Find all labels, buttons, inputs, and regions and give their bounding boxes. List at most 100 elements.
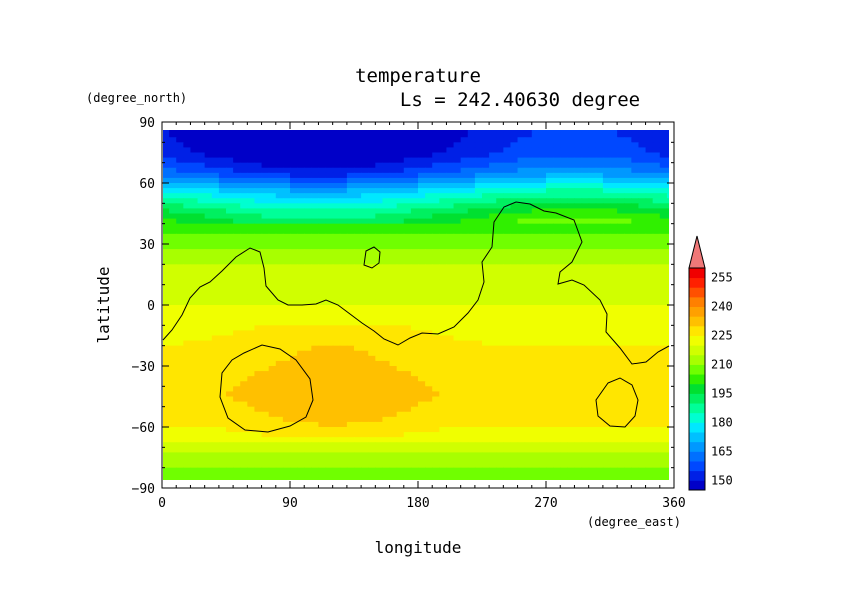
heatmap-cell	[432, 177, 440, 184]
heatmap-cell	[581, 208, 590, 215]
heatmap-cell	[567, 238, 576, 245]
heatmap-cell	[638, 142, 647, 149]
heatmap-cell	[432, 345, 440, 352]
heatmap-cell	[489, 238, 497, 245]
heatmap-cell	[467, 411, 476, 418]
heatmap-cell	[382, 279, 391, 286]
heatmap-cell	[346, 294, 355, 301]
heatmap-cell	[163, 320, 170, 326]
heatmap-cell	[489, 406, 497, 413]
heatmap-cell	[546, 233, 554, 240]
heatmap-cell	[361, 315, 369, 321]
heatmap-cell	[659, 355, 668, 362]
heatmap-cell	[517, 289, 526, 296]
heatmap-cell	[268, 162, 277, 169]
heatmap-cell	[204, 244, 213, 250]
heatmap-cell	[297, 411, 305, 418]
heatmap-cell	[332, 172, 341, 179]
heatmap-cell	[581, 376, 590, 382]
heatmap-cell	[517, 274, 526, 281]
heatmap-cell	[546, 386, 554, 393]
heatmap-cell	[275, 279, 284, 286]
heatmap-cell	[652, 177, 661, 184]
heatmap-cell	[659, 233, 668, 240]
heatmap-cell	[197, 360, 206, 367]
heatmap-cell	[176, 401, 184, 408]
heatmap-cell	[190, 462, 199, 469]
heatmap-cell	[382, 467, 391, 474]
heatmap-cell	[624, 462, 632, 469]
heatmap-cell	[254, 289, 263, 296]
heatmap-cell	[247, 376, 256, 382]
heatmap-cell	[290, 457, 298, 464]
heatmap-cell	[282, 198, 291, 204]
heatmap-cell	[218, 350, 227, 357]
heatmap-cell	[553, 432, 561, 438]
heatmap-cell	[211, 183, 220, 189]
heatmap-cell	[560, 350, 568, 357]
heatmap-cell	[254, 172, 263, 179]
heatmap-cell	[176, 193, 184, 199]
heatmap-cell	[574, 152, 583, 159]
heatmap-cell	[403, 421, 412, 428]
heatmap-cell	[197, 183, 206, 189]
heatmap-cell	[496, 442, 504, 448]
heatmap-cell	[418, 132, 426, 138]
heatmap-cell	[275, 223, 284, 230]
heatmap-cell	[453, 467, 462, 474]
heatmap-cell	[581, 457, 590, 464]
heatmap-cell	[339, 142, 348, 149]
heatmap-cell	[176, 233, 184, 240]
heatmap-cell	[318, 238, 327, 245]
heatmap-cell	[531, 432, 540, 438]
heatmap-cell	[666, 437, 669, 443]
heatmap-cell	[197, 371, 206, 377]
heatmap-cell	[410, 132, 419, 138]
heatmap-cell	[624, 294, 632, 301]
heatmap-cell	[218, 233, 227, 240]
heatmap-cell	[226, 305, 234, 311]
heatmap-cell	[304, 345, 312, 352]
heatmap-cell	[510, 325, 519, 332]
heatmap-cell	[659, 274, 668, 281]
heatmap-cell	[403, 254, 412, 260]
heatmap-cell	[183, 294, 192, 301]
heatmap-cell	[581, 421, 590, 428]
heatmap-cell	[268, 274, 277, 281]
heatmap-cell	[183, 147, 192, 154]
heatmap-cell	[617, 218, 625, 225]
heatmap-cell	[510, 157, 519, 164]
heatmap-cell	[553, 147, 561, 154]
heatmap-cell	[183, 437, 192, 443]
heatmap-cell	[432, 223, 440, 230]
heatmap-cell	[645, 208, 654, 215]
heatmap-cell	[666, 264, 669, 271]
heatmap-cell	[361, 447, 369, 454]
heatmap-cell	[538, 259, 547, 265]
heatmap-cell	[439, 427, 448, 433]
heatmap-cell	[233, 386, 241, 393]
heatmap-cell	[460, 244, 469, 250]
heatmap-cell	[496, 147, 504, 154]
heatmap-cell	[233, 381, 241, 387]
heatmap-cell	[446, 152, 455, 159]
heatmap-cell	[176, 371, 184, 377]
heatmap-cell	[425, 172, 433, 179]
heatmap-cell	[432, 218, 440, 225]
heatmap-cell	[240, 416, 248, 423]
heatmap-cell	[560, 269, 568, 276]
heatmap-cell	[538, 416, 547, 423]
heatmap-cell	[247, 386, 256, 393]
heatmap-cell	[503, 416, 512, 423]
heatmap-cell	[432, 162, 440, 169]
heatmap-cell	[226, 330, 234, 337]
heatmap-cell	[304, 381, 312, 387]
heatmap-cell	[418, 213, 426, 220]
heatmap-cell	[538, 274, 547, 281]
heatmap-cell	[233, 198, 241, 204]
heatmap-cell	[666, 401, 669, 408]
heatmap-cell	[489, 452, 497, 459]
heatmap-cell	[531, 396, 540, 403]
heatmap-cell	[354, 269, 362, 276]
heatmap-cell	[524, 432, 533, 438]
